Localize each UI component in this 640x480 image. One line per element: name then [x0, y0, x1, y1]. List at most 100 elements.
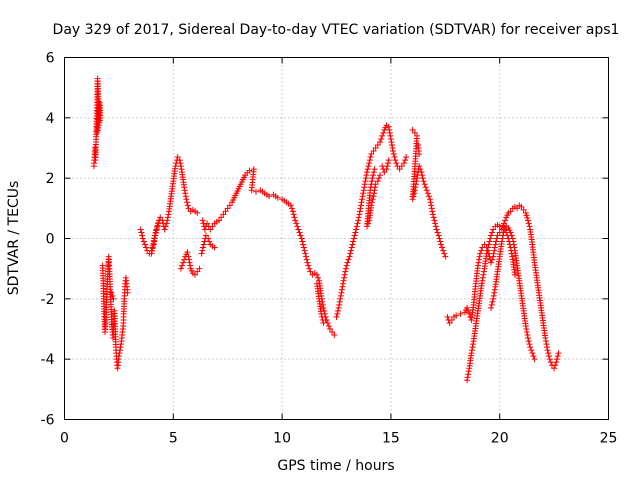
x-tick-label: 15	[382, 431, 400, 447]
data-point	[464, 374, 471, 381]
data-point	[468, 350, 475, 357]
data-point	[252, 188, 259, 195]
data-point	[502, 217, 509, 224]
data-point	[489, 298, 496, 305]
data-point	[325, 322, 332, 329]
data-point	[206, 238, 213, 245]
data-point	[181, 184, 188, 191]
x-axis-label: GPS time / hours	[277, 458, 394, 474]
data-point	[336, 301, 343, 308]
data-point	[493, 235, 500, 242]
data-point	[465, 371, 472, 378]
data-point	[383, 166, 390, 173]
data-point	[436, 235, 443, 242]
data-point	[356, 208, 363, 215]
data-point	[124, 289, 131, 296]
data-point	[357, 205, 364, 212]
data-point	[507, 229, 514, 236]
data-point	[410, 193, 417, 200]
data-point	[543, 341, 550, 348]
data-point	[487, 259, 494, 266]
data-point	[475, 259, 482, 266]
data-point	[362, 178, 369, 185]
data-point	[220, 211, 227, 218]
grid	[64, 57, 609, 420]
data-point	[108, 289, 115, 296]
data-point	[433, 226, 440, 233]
data-point	[298, 235, 305, 242]
series-arc2	[99, 253, 131, 372]
data-point	[307, 268, 314, 275]
data-point	[413, 178, 420, 185]
data-point	[336, 298, 343, 305]
data-point	[205, 235, 212, 242]
data-point	[248, 187, 255, 194]
data-point	[390, 148, 397, 155]
plot-frame	[64, 57, 609, 420]
data-point	[207, 226, 214, 233]
data-point	[470, 341, 477, 348]
data-point	[529, 350, 536, 357]
data-point	[346, 253, 353, 260]
data-point	[486, 238, 493, 245]
series-arc4	[177, 249, 203, 278]
data-point	[296, 229, 303, 236]
data-point	[422, 184, 429, 191]
data-point	[476, 256, 483, 263]
data-point	[391, 154, 398, 161]
data-point	[388, 138, 395, 145]
data-point	[361, 184, 368, 191]
x-tick-label: 0	[60, 431, 69, 447]
data-point	[202, 232, 209, 239]
data-point	[544, 344, 551, 351]
data-point	[457, 310, 464, 317]
data-point	[157, 214, 164, 221]
data-point	[386, 126, 393, 133]
data-point	[321, 307, 328, 314]
data-point	[528, 347, 535, 354]
data-point	[437, 238, 444, 245]
data-point	[301, 247, 308, 254]
data-point	[353, 226, 360, 233]
data-point	[554, 356, 561, 363]
data-point	[437, 241, 444, 248]
data-point	[553, 359, 560, 366]
data-point	[432, 220, 439, 227]
data-point	[318, 313, 325, 320]
data-point	[364, 166, 371, 173]
data-point	[387, 132, 394, 139]
data-point	[390, 151, 397, 158]
data-point	[424, 190, 431, 197]
data-point	[485, 241, 492, 248]
data-point	[164, 214, 171, 221]
data-point	[484, 247, 491, 254]
data-point	[299, 238, 306, 245]
data-point	[351, 232, 358, 239]
data-point	[429, 211, 436, 218]
data-point	[338, 289, 345, 296]
data-point	[369, 196, 376, 203]
data-point	[341, 274, 348, 281]
data-point	[138, 229, 145, 236]
data-point	[380, 129, 387, 136]
data-point	[488, 301, 495, 308]
data-point	[334, 307, 341, 314]
data-point	[409, 126, 416, 133]
data-point	[116, 350, 123, 357]
data-point	[184, 249, 191, 256]
data-point	[194, 268, 201, 275]
data-point	[209, 223, 216, 230]
data-point	[492, 241, 499, 248]
data-point	[375, 175, 382, 182]
data-point	[381, 169, 388, 176]
data-point	[440, 247, 447, 254]
x-tick-label: 20	[491, 431, 509, 447]
data-point	[292, 217, 299, 224]
data-point	[182, 193, 189, 200]
data-point	[371, 166, 378, 173]
data-point	[432, 223, 439, 230]
data-point	[464, 304, 471, 311]
data-point	[418, 169, 425, 176]
data-point	[290, 211, 297, 218]
data-point	[339, 283, 346, 290]
